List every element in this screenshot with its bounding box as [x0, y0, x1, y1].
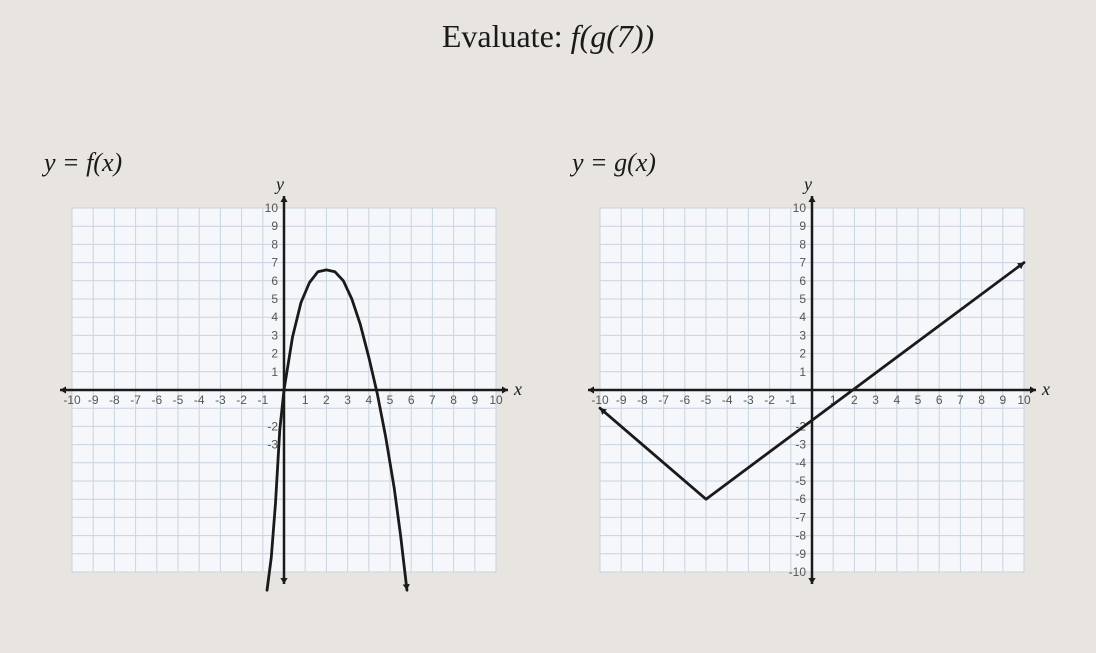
svg-text:6: 6	[799, 274, 806, 288]
svg-text:4: 4	[271, 310, 278, 324]
title-prefix: Evaluate:	[442, 18, 571, 54]
svg-text:-3: -3	[795, 438, 806, 452]
svg-text:-4: -4	[194, 393, 205, 407]
svg-text:-5: -5	[795, 474, 806, 488]
svg-text:3: 3	[799, 328, 806, 342]
svg-text:10: 10	[489, 393, 503, 407]
charts-row: y = f(x) xy-10-9-8-7-6-5-4-3-2-112345678…	[0, 140, 1096, 600]
svg-text:1: 1	[271, 365, 278, 379]
svg-text:-5: -5	[173, 393, 184, 407]
svg-text:1: 1	[302, 393, 309, 407]
svg-text:8: 8	[799, 237, 806, 251]
svg-text:5: 5	[387, 393, 394, 407]
svg-text:10: 10	[1017, 393, 1031, 407]
svg-text:-1: -1	[257, 393, 268, 407]
svg-text:5: 5	[271, 292, 278, 306]
right-chart: y = g(x) xy-10-9-8-7-6-5-4-3-2-112345678…	[572, 140, 1052, 600]
svg-text:-10: -10	[591, 393, 609, 407]
svg-text:x: x	[513, 379, 522, 399]
svg-text:2: 2	[271, 347, 278, 361]
svg-text:-3: -3	[743, 393, 754, 407]
svg-text:-7: -7	[130, 393, 141, 407]
svg-text:-7: -7	[795, 510, 806, 524]
svg-text:-5: -5	[701, 393, 712, 407]
svg-text:10: 10	[265, 201, 279, 215]
svg-text:6: 6	[936, 393, 943, 407]
svg-text:4: 4	[365, 393, 372, 407]
svg-text:-9: -9	[88, 393, 99, 407]
svg-text:5: 5	[799, 292, 806, 306]
svg-text:x: x	[1041, 379, 1050, 399]
svg-text:9: 9	[999, 393, 1006, 407]
svg-text:-6: -6	[795, 492, 806, 506]
svg-text:4: 4	[799, 310, 806, 324]
svg-text:7: 7	[957, 393, 964, 407]
svg-text:-6: -6	[151, 393, 162, 407]
svg-text:-8: -8	[637, 393, 648, 407]
svg-text:6: 6	[271, 274, 278, 288]
svg-text:8: 8	[271, 237, 278, 251]
svg-text:-7: -7	[658, 393, 669, 407]
svg-text:3: 3	[344, 393, 351, 407]
svg-text:-2: -2	[764, 393, 775, 407]
svg-text:1: 1	[799, 365, 806, 379]
svg-text:9: 9	[799, 219, 806, 233]
svg-text:5: 5	[915, 393, 922, 407]
svg-text:-4: -4	[795, 456, 806, 470]
right-graph: xy-10-9-8-7-6-5-4-3-2-112345678910123456…	[572, 180, 1052, 600]
svg-text:2: 2	[323, 393, 330, 407]
svg-text:-9: -9	[616, 393, 627, 407]
svg-text:7: 7	[799, 256, 806, 270]
left-function-label: y = f(x)	[44, 148, 122, 178]
svg-text:-2: -2	[267, 419, 278, 433]
svg-text:-8: -8	[795, 529, 806, 543]
svg-text:3: 3	[271, 328, 278, 342]
svg-text:-3: -3	[267, 438, 278, 452]
svg-text:3: 3	[872, 393, 879, 407]
svg-text:9: 9	[471, 393, 478, 407]
title-expr: f(g(7))	[571, 18, 655, 54]
svg-text:6: 6	[408, 393, 415, 407]
svg-text:4: 4	[893, 393, 900, 407]
svg-text:-8: -8	[109, 393, 120, 407]
left-chart: y = f(x) xy-10-9-8-7-6-5-4-3-2-112345678…	[44, 140, 524, 600]
svg-text:-10: -10	[789, 565, 807, 579]
svg-text:8: 8	[978, 393, 985, 407]
svg-text:10: 10	[793, 201, 807, 215]
svg-text:-2: -2	[236, 393, 247, 407]
svg-text:-4: -4	[722, 393, 733, 407]
svg-text:7: 7	[271, 256, 278, 270]
left-graph: xy-10-9-8-7-6-5-4-3-2-112345678910123456…	[44, 180, 524, 600]
right-function-label: y = g(x)	[572, 148, 656, 178]
svg-text:-9: -9	[795, 547, 806, 561]
svg-text:-10: -10	[63, 393, 81, 407]
svg-text:9: 9	[271, 219, 278, 233]
svg-text:-3: -3	[215, 393, 226, 407]
page-title: Evaluate: f(g(7))	[0, 18, 1096, 55]
svg-text:2: 2	[799, 347, 806, 361]
svg-text:-6: -6	[679, 393, 690, 407]
svg-text:y: y	[802, 180, 812, 194]
svg-text:-1: -1	[785, 393, 796, 407]
svg-text:y: y	[274, 180, 284, 194]
svg-text:7: 7	[429, 393, 436, 407]
svg-text:2: 2	[851, 393, 858, 407]
svg-text:8: 8	[450, 393, 457, 407]
